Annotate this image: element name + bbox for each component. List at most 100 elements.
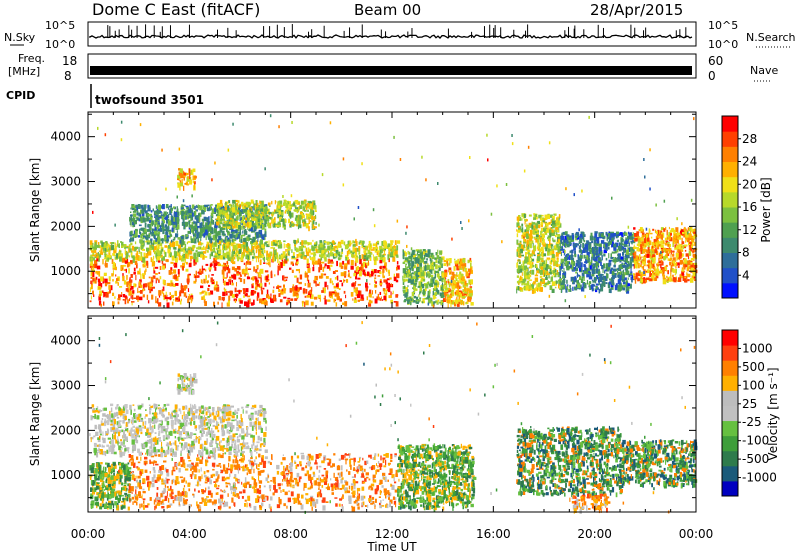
echo-cell — [160, 246, 163, 249]
echo-cell — [616, 240, 619, 242]
echo-cell — [365, 252, 368, 256]
echo-cell — [167, 207, 170, 210]
echo-cell — [405, 267, 408, 270]
echo-cell — [157, 231, 161, 235]
echo-cell — [188, 214, 191, 218]
echo-cell — [411, 267, 414, 272]
echo-cell — [215, 239, 217, 242]
echo-cell — [387, 289, 389, 292]
echo-cell — [283, 296, 287, 299]
echo-cell — [437, 270, 440, 274]
echo-cell — [150, 213, 152, 220]
echo-cell — [275, 225, 279, 227]
echo-cell — [321, 290, 325, 293]
echo-cell — [174, 274, 177, 280]
echo-cell — [584, 267, 588, 273]
echo-cell — [201, 296, 204, 300]
echo-cell — [214, 266, 217, 271]
echo-cell — [149, 288, 152, 294]
echo-cell — [238, 225, 242, 230]
echo-cell — [293, 224, 296, 226]
echo-cell — [132, 205, 136, 209]
echo-cell — [543, 267, 545, 270]
echo-cell — [289, 215, 292, 219]
echo-cell — [203, 245, 205, 249]
echo-cell — [183, 185, 185, 191]
echo-cell — [457, 301, 460, 307]
echo-cell — [581, 236, 584, 240]
echo-cell — [556, 257, 559, 262]
echo-cell — [609, 240, 613, 245]
echo-cell — [566, 266, 570, 271]
echo-cell — [543, 253, 547, 257]
echo-cell — [98, 295, 101, 301]
echo-cell — [190, 247, 193, 252]
echo-cell — [558, 222, 561, 225]
echo-cell — [564, 238, 566, 242]
echo-cell — [317, 249, 321, 254]
echo-cell — [214, 257, 218, 261]
echo-cell — [554, 248, 557, 251]
echo-cell — [150, 238, 153, 241]
echo-cell — [462, 284, 465, 288]
echo-cell — [177, 248, 181, 253]
echo-cell — [92, 290, 94, 295]
echo-cell — [529, 283, 531, 288]
echo-cell — [318, 297, 321, 300]
echo-cell — [126, 275, 128, 280]
echo-cell — [516, 280, 520, 284]
echo-cell — [527, 267, 529, 273]
echo-cell — [250, 211, 253, 213]
echo-cell — [269, 257, 271, 263]
echo-cell — [181, 222, 184, 226]
echo-cell — [355, 267, 358, 273]
echo-cell — [423, 256, 426, 260]
echo-cell — [153, 270, 156, 274]
echo-cell — [307, 264, 309, 267]
echo-cell — [552, 237, 554, 242]
echo-cell — [194, 233, 196, 238]
echo-cell — [285, 255, 288, 261]
echo-cell — [308, 242, 312, 245]
echo-cell — [298, 281, 302, 285]
echo-cell — [411, 277, 413, 281]
echo-cell — [157, 228, 160, 232]
echo-cell — [118, 294, 121, 300]
echo-cell — [440, 260, 442, 266]
echo-cell — [106, 249, 110, 252]
echo-cell — [349, 276, 352, 279]
echo-cell — [304, 245, 306, 248]
echo-cell — [558, 214, 561, 219]
echo-cell — [516, 233, 519, 238]
echo-cell — [283, 199, 287, 205]
echo-cell — [586, 240, 589, 246]
echo-cell — [426, 258, 428, 261]
echo-cell — [166, 302, 170, 308]
echo-cell — [218, 225, 221, 229]
echo-cell — [446, 259, 449, 265]
echo-cell — [323, 297, 325, 300]
echo-cell — [288, 250, 290, 255]
echo-cell — [546, 214, 550, 219]
echo-cell — [613, 247, 617, 251]
echo-cell — [199, 222, 203, 228]
echo-cell — [419, 286, 422, 292]
echo-cell — [247, 276, 250, 280]
echo-cell — [625, 287, 627, 293]
echo-cell — [459, 268, 463, 270]
echo-cell — [555, 219, 558, 223]
echo-cell — [614, 257, 617, 262]
echo-cell — [200, 254, 204, 258]
echo-cell — [139, 290, 143, 294]
echo-cell — [140, 233, 143, 239]
echo-cell — [194, 228, 197, 234]
echo-cell — [539, 281, 542, 287]
echo-cell — [226, 254, 230, 259]
echo-cell — [173, 206, 176, 209]
echo-cell — [547, 252, 550, 255]
echo-cell — [353, 241, 356, 244]
echo-cell — [451, 277, 454, 280]
echo-cell — [108, 247, 110, 250]
echo-cell — [117, 301, 120, 305]
echo-cell — [386, 284, 389, 289]
